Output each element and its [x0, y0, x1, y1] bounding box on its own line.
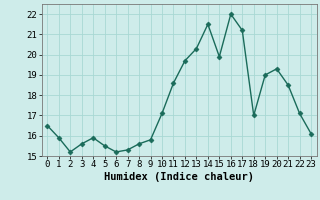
X-axis label: Humidex (Indice chaleur): Humidex (Indice chaleur) — [104, 172, 254, 182]
